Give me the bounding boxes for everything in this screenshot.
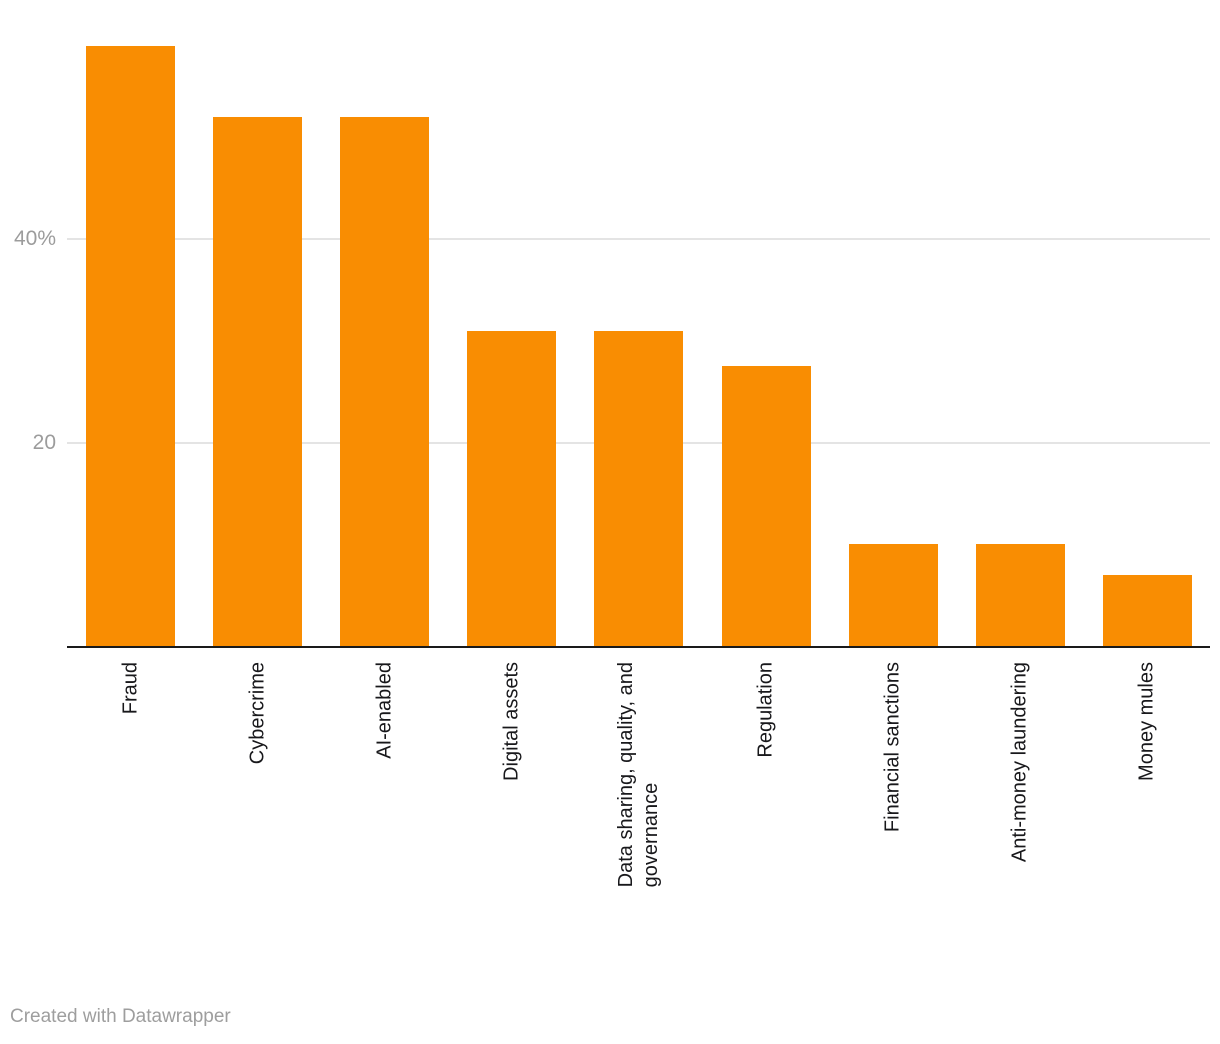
plot-area: 20 40% Fraud Cybercrime AI-enabled Digital as… xyxy=(13,45,1210,888)
bar-data-sharing-quality-and-governance[interactable] xyxy=(594,330,683,646)
attribution: Created with Datawrapper xyxy=(10,1006,231,1027)
bar-regulation[interactable] xyxy=(722,366,811,646)
x-axis-line xyxy=(67,646,1210,648)
x-axis-label-money-mules: Money mules xyxy=(1135,662,1158,781)
bar-cybercrime[interactable] xyxy=(213,116,302,646)
x-axis-label-digital-assets: Digital assets xyxy=(500,662,523,781)
bar-fraud[interactable] xyxy=(86,45,175,646)
x-axis-label-financial-sanctions: Financial sanctions xyxy=(881,662,904,833)
bar-money-mules[interactable] xyxy=(1103,574,1192,646)
x-axis-label-anti-money-laundering: Anti-money laundering xyxy=(1008,662,1031,863)
x-axis-label-regulation: Regulation xyxy=(754,662,777,758)
bar-digital-assets[interactable] xyxy=(467,330,556,646)
bar-anti-money-laundering[interactable] xyxy=(976,544,1065,646)
bar-financial-sanctions[interactable] xyxy=(849,544,938,646)
gridline-40 xyxy=(67,238,1210,240)
y-axis-tick-label-20: 20 xyxy=(32,430,56,454)
y-axis-tick-label-40: 40% xyxy=(13,227,56,250)
x-axis-label-cybercrime: Cybercrime xyxy=(246,662,269,765)
bar-ai-enabled[interactable] xyxy=(340,116,429,646)
x-axis-label-fraud: Fraud xyxy=(119,662,142,715)
x-axis-label-ai-enabled: AI-enabled xyxy=(373,662,396,759)
x-axis-label-data-sharing-quality-and-governance: Data sharing, quality, and governance xyxy=(615,662,662,888)
